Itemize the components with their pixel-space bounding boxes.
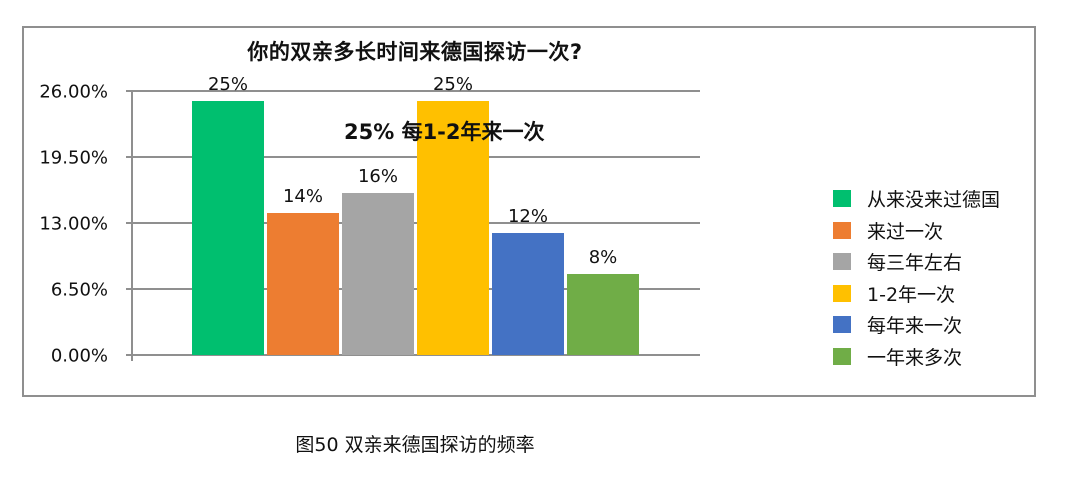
bar-data-label: 8% — [588, 246, 618, 268]
legend-label: 来过一次 — [867, 220, 944, 243]
bar — [417, 101, 489, 355]
y-tick-label: 26.00% — [39, 81, 108, 103]
bar-data-label: 25% — [207, 74, 248, 96]
bar — [192, 101, 264, 355]
legend-label: 从来没来过德国 — [867, 189, 1001, 212]
legend-item: 每年来一次 — [833, 309, 1000, 341]
legend-swatch — [833, 284, 851, 302]
y-tick-label: 13.00% — [39, 213, 108, 235]
chart-frame — [22, 26, 1036, 397]
y-tick-label: 19.50% — [39, 147, 108, 169]
y-tick-label: 0.00% — [50, 345, 108, 367]
figure-caption: 图50 双亲来德国探访的频率 — [295, 434, 535, 456]
bar-data-label: 16% — [357, 165, 398, 187]
legend-swatch — [833, 221, 851, 239]
legend-label: 每年来一次 — [867, 315, 963, 338]
gridline — [126, 90, 700, 92]
gridline — [126, 156, 700, 158]
legend-swatch — [833, 253, 851, 271]
legend-label: 每三年左右 — [867, 252, 963, 275]
bar-data-label: 14% — [282, 185, 323, 207]
y-axis-line — [131, 91, 133, 361]
chart-annotation: 25% 每1-2年来一次 — [344, 120, 545, 144]
bar — [492, 233, 564, 355]
y-tick-label: 6.50% — [50, 279, 108, 301]
legend-item: 每三年左右 — [833, 246, 1000, 278]
legend: 从来没来过德国 来过一次 每三年左右 1-2年一次 每年来一次 一年来多次 — [833, 183, 1000, 372]
x-axis-line — [126, 354, 700, 356]
legend-label: 1-2年一次 — [867, 283, 956, 306]
legend-swatch — [833, 347, 851, 365]
legend-item: 来过一次 — [833, 215, 1000, 247]
legend-label: 一年来多次 — [867, 346, 963, 369]
chart-title: 你的双亲多长时间来德国探访一次? — [247, 40, 583, 64]
legend-item: 一年来多次 — [833, 341, 1000, 373]
bar-data-label: 25% — [432, 74, 473, 96]
legend-swatch — [833, 190, 851, 208]
bar — [342, 192, 414, 355]
legend-item: 1-2年一次 — [833, 278, 1000, 310]
legend-swatch — [833, 316, 851, 334]
bar — [267, 212, 339, 355]
bar — [567, 273, 639, 355]
bar-data-label: 12% — [507, 206, 548, 228]
legend-item: 从来没来过德国 — [833, 183, 1000, 215]
